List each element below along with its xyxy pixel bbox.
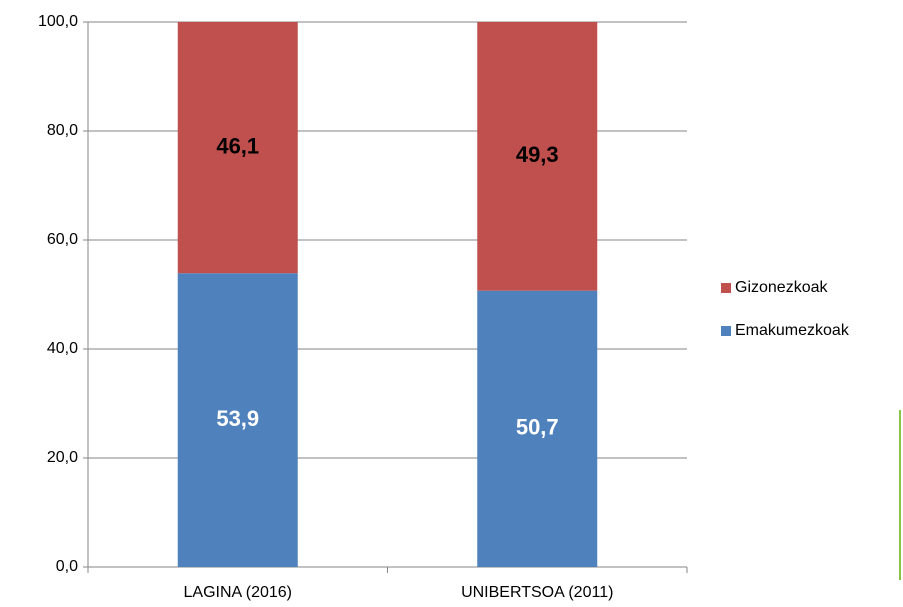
y-tick-label: 60,0 (47, 231, 78, 248)
x-tick-label: UNIBERTSOA (2011) (461, 584, 613, 601)
bar-segment (177, 22, 298, 274)
x-tick-label: LAGINA (2016) (184, 584, 293, 601)
legend-swatch (721, 326, 731, 336)
data-label: 46,1 (216, 133, 259, 158)
bar-segment (477, 290, 598, 567)
data-label: 53,9 (216, 406, 259, 431)
bar-segment (177, 273, 298, 567)
data-label: 49,3 (516, 142, 559, 167)
legend-label: Emakumezkoak (735, 322, 850, 339)
y-tick-label: 100,0 (38, 13, 78, 30)
legend-swatch (721, 283, 731, 293)
y-tick-label: 80,0 (47, 122, 78, 139)
legend-label: Gizonezkoak (735, 279, 828, 296)
bar-segment (477, 22, 598, 291)
y-tick-label: 40,0 (47, 340, 78, 357)
data-label: 50,7 (516, 415, 559, 440)
y-tick-label: 0,0 (56, 558, 78, 575)
y-tick-label: 20,0 (47, 449, 78, 466)
